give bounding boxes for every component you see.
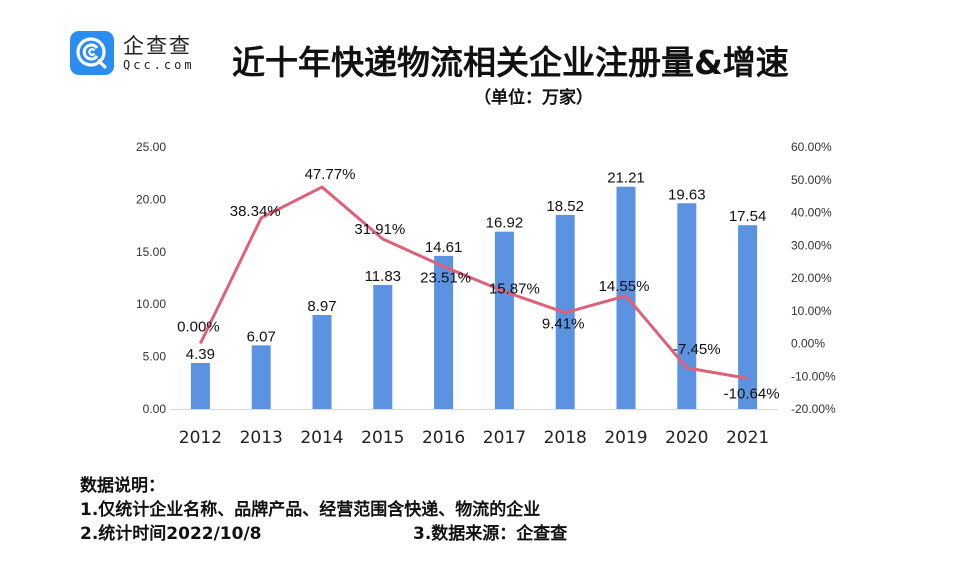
y-right-tick-label: 60.00% [791, 140, 832, 154]
bar-value-label: 4.39 [186, 346, 215, 363]
bar [251, 345, 271, 409]
brand-logo: 企查查 Qcc.com [70, 31, 195, 75]
bar-value-label: 8.97 [307, 298, 336, 315]
notes-heading: 数据说明： [80, 476, 165, 496]
x-tick-label: 2019 [604, 428, 647, 448]
y-right-tick-label: 40.00% [791, 206, 832, 220]
x-axis: 2012 2013 2014 2015 2016 2017 2018 2019 2020 2021 [179, 428, 769, 448]
line-value-label: 38.34% [230, 203, 281, 220]
qcc-logo-icon [70, 31, 114, 75]
bar [434, 255, 454, 409]
x-tick-label: 2021 [726, 428, 769, 448]
y-left-tick-label: 20.00 [136, 192, 166, 206]
y-right-tick-label: 30.00% [791, 238, 832, 252]
logo-domain: Qcc.com [123, 58, 195, 72]
y-right-tick-label: -10.00% [791, 369, 836, 383]
bar-value-label: 16.92 [486, 215, 524, 232]
bar [738, 225, 758, 409]
notes-line-3: 3.数据来源：企查查 [413, 524, 568, 544]
y-right-tick-label: 50.00% [791, 173, 832, 187]
y-left-tick-label: 5.00 [143, 350, 167, 364]
line-value-label: 23.51% [420, 270, 471, 287]
line-value-label: 0.00% [177, 319, 220, 336]
chart-subtitle: （单位：万家） [474, 88, 593, 108]
y-left-tick-label: 0.00 [143, 402, 167, 416]
line-data-labels: 0.00% 38.34% 47.77% 31.91% 23.51% 15.87% 9.41%… [177, 166, 779, 402]
bar-value-label: 6.07 [247, 328, 276, 345]
logo-name: 企查查 [123, 34, 192, 58]
y-left-tick-label: 15.00 [136, 245, 166, 259]
y-axis-left: 0.00 5.00 10.00 15.00 20.00 25.00 [136, 140, 166, 416]
line-value-label: 31.91% [354, 221, 405, 238]
x-tick-label: 2016 [422, 428, 465, 448]
x-tick-label: 2020 [665, 428, 708, 448]
combo-chart: 0.00 5.00 10.00 15.00 20.00 25.00 -20.00% -10.… [136, 140, 836, 448]
x-tick-label: 2012 [179, 428, 222, 448]
x-tick-label: 2014 [300, 428, 343, 448]
line-value-label: 47.77% [305, 166, 356, 183]
x-tick-label: 2018 [544, 428, 587, 448]
bar [677, 203, 697, 409]
y-axis-right: -20.00% -10.00% 0.00% 10.00% 20.00% 30.00% 40.… [791, 140, 836, 416]
growth-line [199, 185, 748, 380]
bar-value-label: 19.63 [668, 186, 706, 203]
bar [312, 314, 332, 409]
notes-line-2: 2.统计时间2022/10/8 [80, 524, 262, 544]
bar-data-labels: 4.39 6.07 8.97 11.83 14.61 16.92 18.52 21.21 19.… [186, 170, 767, 363]
line-value-label: -7.45% [673, 341, 721, 358]
bar [190, 362, 210, 409]
bar-value-label: 21.21 [607, 170, 645, 187]
x-tick-label: 2015 [361, 428, 404, 448]
bar [373, 285, 393, 409]
bar [494, 231, 514, 409]
bar-value-label: 14.61 [425, 239, 463, 256]
y-left-tick-label: 10.00 [136, 297, 166, 311]
bar-value-label: 17.54 [729, 208, 767, 225]
line-value-label: 14.55% [599, 278, 650, 295]
bar-value-label: 11.83 [365, 268, 401, 285]
bar-value-label: 18.52 [546, 198, 584, 215]
line-value-label: 15.87% [489, 281, 540, 298]
y-right-tick-label: 0.00% [791, 337, 825, 351]
chart-title: 近十年快递物流相关企业注册量&增速 [232, 43, 789, 82]
bar-series [190, 186, 758, 409]
line-value-label: -10.64% [724, 385, 780, 402]
x-tick-label: 2017 [483, 428, 526, 448]
x-tick-label: 2013 [240, 428, 283, 448]
line-value-label: 9.41% [542, 316, 585, 333]
notes-line-1: 1.仅统计企业名称、品牌产品、经营范围含快递、物流的企业 [80, 500, 541, 520]
y-right-tick-label: -20.00% [791, 402, 836, 416]
y-right-tick-label: 10.00% [791, 304, 832, 318]
y-left-tick-label: 25.00 [136, 140, 166, 154]
y-right-tick-label: 20.00% [791, 271, 832, 285]
data-notes: 数据说明： 1.仅统计企业名称、品牌产品、经营范围含快递、物流的企业 2.统计时… [80, 474, 567, 546]
